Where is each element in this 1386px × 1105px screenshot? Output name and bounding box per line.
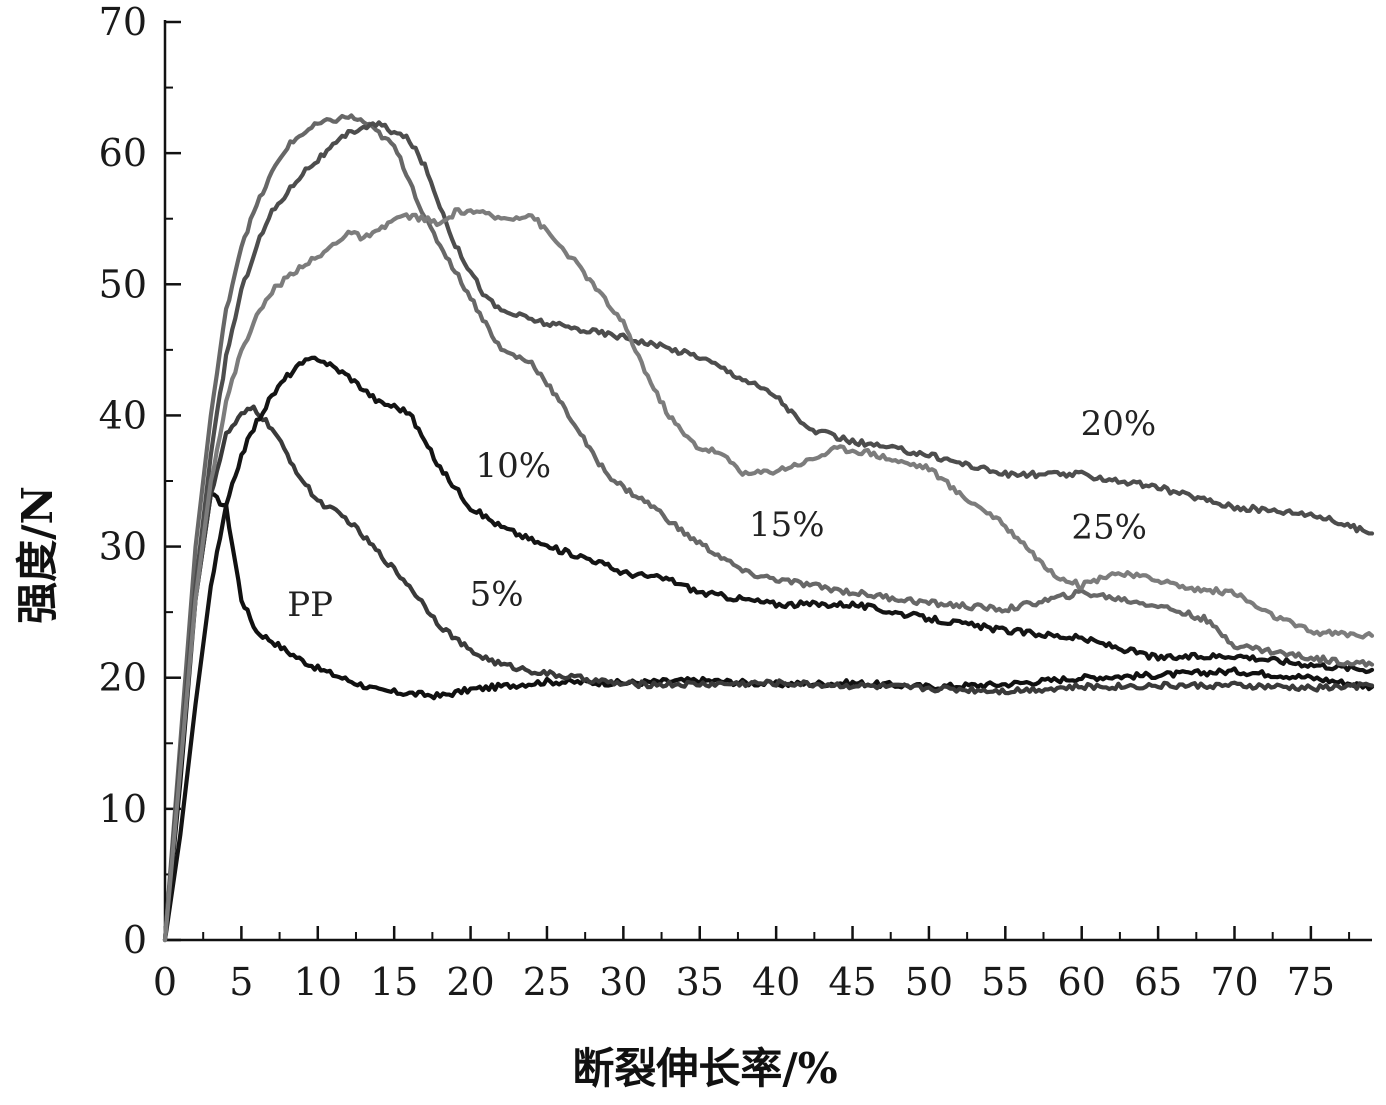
y-tick-label: 0 bbox=[123, 918, 147, 962]
x-tick-label: 40 bbox=[752, 960, 800, 1004]
x-tick-label: 50 bbox=[905, 960, 953, 1004]
x-tick-label: 15 bbox=[370, 960, 418, 1004]
x-tick-label: 70 bbox=[1210, 960, 1258, 1004]
y-axis-title: 强度/N bbox=[13, 486, 62, 624]
series-label-20pct: 20% bbox=[1081, 404, 1157, 444]
y-tick-label: 70 bbox=[99, 0, 147, 44]
x-tick-label: 60 bbox=[1058, 960, 1106, 1004]
series-line-10pct bbox=[165, 358, 1372, 940]
y-tick-label: 20 bbox=[99, 656, 147, 700]
x-tick-label: 30 bbox=[599, 960, 647, 1004]
x-tick-label: 75 bbox=[1287, 960, 1335, 1004]
x-tick-label: 65 bbox=[1134, 960, 1182, 1004]
series-label-10pct: 10% bbox=[476, 446, 552, 486]
y-tick-label: 10 bbox=[99, 787, 147, 831]
x-tick-label: 45 bbox=[828, 960, 876, 1004]
series-label-pp: PP bbox=[287, 585, 333, 625]
series-line-pp bbox=[165, 494, 1372, 940]
y-tick-label: 50 bbox=[99, 262, 147, 306]
series-label-5pct: 5% bbox=[470, 575, 524, 615]
x-tick-label: 20 bbox=[446, 960, 494, 1004]
x-tick-label: 55 bbox=[981, 960, 1029, 1004]
series-label-15pct: 15% bbox=[749, 505, 825, 545]
series-label-25pct: 25% bbox=[1071, 508, 1147, 548]
x-tick-label: 5 bbox=[229, 960, 253, 1004]
axes bbox=[165, 20, 1372, 940]
y-tick-label: 60 bbox=[99, 131, 147, 175]
y-tick-label: 30 bbox=[99, 525, 147, 569]
x-tick-label: 25 bbox=[523, 960, 571, 1004]
x-tick-label: 10 bbox=[294, 960, 342, 1004]
x-tick-label: 35 bbox=[676, 960, 724, 1004]
y-tick-label: 40 bbox=[99, 393, 147, 437]
x-axis-title: 断裂伸长率/% bbox=[572, 1044, 837, 1093]
x-tick-label: 0 bbox=[153, 960, 177, 1004]
